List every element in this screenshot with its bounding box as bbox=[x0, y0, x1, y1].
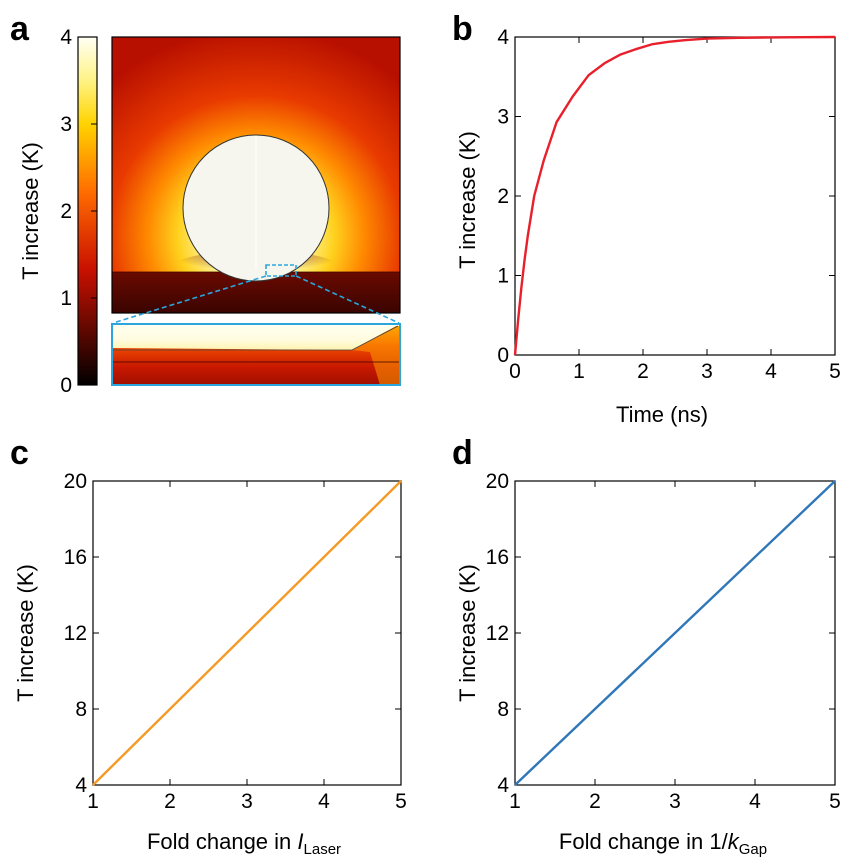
y-tick-label: 3 bbox=[497, 106, 509, 129]
x-tick-label: 1 bbox=[87, 790, 99, 813]
y-tick-label: 12 bbox=[486, 622, 509, 645]
x-tick-label: 4 bbox=[765, 360, 777, 383]
x-tick-label: 0 bbox=[509, 360, 521, 383]
heatmap-image bbox=[112, 37, 400, 313]
x-tick-label: 5 bbox=[829, 360, 841, 383]
panel-a: 0 1 2 3 4 T increase (K) bbox=[18, 26, 401, 397]
y-tick-label: 4 bbox=[497, 26, 509, 49]
x-tick-label: 1 bbox=[573, 360, 585, 383]
y-tick-label: 4 bbox=[497, 774, 509, 797]
colorbar-tick-label: 4 bbox=[60, 26, 72, 49]
x-tick-label: 3 bbox=[669, 790, 681, 813]
x-tick-label: 2 bbox=[637, 360, 649, 383]
colorbar-tick-label: 2 bbox=[60, 200, 72, 223]
heatmap-frame bbox=[111, 36, 401, 314]
y-tick-label: 8 bbox=[497, 698, 509, 721]
y-tick-label: 0 bbox=[497, 344, 509, 367]
colorbar-tick-label: 3 bbox=[60, 113, 72, 136]
y-tick-label: 12 bbox=[64, 622, 87, 645]
panel-label-b: b bbox=[452, 10, 473, 48]
series-line-c bbox=[92, 480, 402, 786]
series-line-d bbox=[514, 480, 836, 786]
x-axis-label-d: Fold change in 1/kGap bbox=[559, 829, 767, 858]
colorbar-tick-label: 0 bbox=[60, 374, 72, 397]
zoom-connector-right bbox=[295, 275, 400, 324]
colorbar-tick-label: 1 bbox=[60, 287, 72, 310]
zoom-inset-frame bbox=[111, 323, 401, 386]
panel-label-d: d bbox=[452, 434, 473, 472]
x-tick-label: 3 bbox=[701, 360, 713, 383]
plot-frame-b bbox=[514, 36, 836, 356]
panel-b: 0 1 2 3 4 5 0 1 2 3 4 Time (ns) T increase (K) bbox=[455, 26, 841, 427]
y-axis-label-b: T increase (K) bbox=[455, 131, 480, 269]
panel-label-a: a bbox=[10, 10, 30, 48]
zoom-box bbox=[265, 264, 297, 277]
x-tick-label: 2 bbox=[164, 790, 176, 813]
x-tick-label: 3 bbox=[241, 790, 253, 813]
x-tick-label: 4 bbox=[749, 790, 761, 813]
y-tick-label: 20 bbox=[64, 470, 87, 493]
y-tick-label: 1 bbox=[497, 265, 509, 288]
panel-label-c: c bbox=[10, 434, 29, 472]
x-tick-label: 5 bbox=[395, 790, 407, 813]
x-tick-label: 4 bbox=[318, 790, 330, 813]
y-tick-label: 16 bbox=[486, 546, 509, 569]
colorbar-ticks: 0 1 2 3 4 bbox=[60, 26, 97, 397]
zoom-connector-left bbox=[112, 275, 267, 324]
x-tick-label: 1 bbox=[509, 790, 521, 813]
y-axis-label-d: T increase (K) bbox=[455, 564, 480, 702]
zoom-inset bbox=[111, 323, 401, 386]
y-tick-label: 2 bbox=[497, 185, 509, 208]
x-tick-label: 2 bbox=[589, 790, 601, 813]
x-axis-label-b: Time (ns) bbox=[616, 402, 708, 427]
x-axis-label-c: Fold change in ILaser bbox=[147, 829, 341, 858]
x-tick-label: 5 bbox=[829, 790, 841, 813]
y-tick-label: 16 bbox=[64, 546, 87, 569]
y-tick-label: 20 bbox=[486, 470, 509, 493]
y-tick-label: 4 bbox=[75, 774, 87, 797]
y-tick-label: 8 bbox=[75, 698, 87, 721]
y-axis-label-c: T increase (K) bbox=[13, 564, 38, 702]
colorbar-label: T increase (K) bbox=[18, 142, 43, 280]
series-line-b bbox=[513, 35, 836, 356]
axis-ticks-b: 0 1 2 3 4 5 0 1 2 3 4 bbox=[497, 26, 841, 383]
